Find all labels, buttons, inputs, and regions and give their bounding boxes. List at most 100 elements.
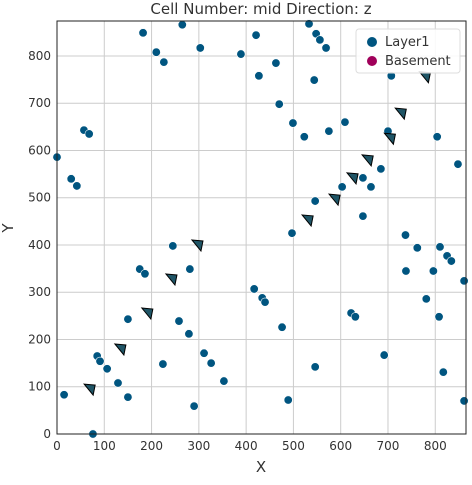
point — [199, 348, 209, 358]
y-tick-label: 200 — [28, 332, 51, 346]
x-tick-label: 200 — [140, 439, 163, 453]
point — [376, 164, 386, 174]
plot-background — [57, 21, 466, 434]
y-tick-label: 600 — [28, 143, 51, 157]
point — [189, 401, 199, 411]
point — [271, 58, 281, 68]
point — [400, 230, 410, 240]
point — [438, 367, 448, 377]
y-tick-label: 100 — [28, 380, 51, 394]
y-tick-label: 400 — [28, 238, 51, 252]
point — [453, 159, 463, 169]
point — [59, 390, 69, 400]
point — [123, 392, 133, 402]
point — [102, 364, 112, 374]
point — [350, 312, 360, 322]
legend-marker — [367, 56, 377, 66]
x-tick-label: 800 — [424, 439, 447, 453]
point — [95, 356, 105, 366]
chart-title: Cell Number: mid Direction: z — [150, 0, 371, 18]
point — [168, 241, 178, 251]
point — [123, 314, 133, 324]
direction-marker — [394, 107, 407, 121]
point — [66, 174, 76, 184]
point — [140, 269, 150, 279]
point — [337, 182, 347, 192]
point — [287, 228, 297, 238]
x-tick-label: 600 — [329, 439, 352, 453]
point — [249, 284, 259, 294]
point — [113, 378, 123, 388]
x-tick-label: 100 — [93, 439, 116, 453]
point — [84, 129, 94, 139]
point — [184, 329, 194, 339]
point — [446, 256, 456, 266]
x-tick-label: 0 — [53, 439, 61, 453]
point — [304, 19, 314, 29]
point — [310, 196, 320, 206]
point — [434, 312, 444, 322]
point — [277, 322, 287, 332]
point — [274, 99, 284, 109]
point — [195, 43, 205, 53]
direction-marker — [300, 214, 314, 228]
legend-label: Basement — [385, 54, 451, 69]
point — [435, 242, 445, 252]
point — [379, 350, 389, 360]
legend: Layer1 Basement — [355, 28, 461, 74]
direction-marker — [361, 154, 374, 168]
point — [310, 362, 320, 372]
x-tick-label: 300 — [187, 439, 210, 453]
y-tick-label: 0 — [43, 427, 51, 441]
point — [459, 396, 469, 406]
point — [177, 20, 187, 30]
point — [260, 297, 270, 307]
direction-marker — [327, 193, 341, 207]
point — [254, 71, 264, 81]
point — [185, 264, 195, 274]
point — [401, 266, 411, 276]
point — [236, 49, 246, 59]
y-axis-label: Y — [0, 223, 17, 234]
direction-marker — [383, 132, 397, 146]
point — [138, 28, 148, 38]
point — [432, 132, 442, 142]
x-tick-label: 500 — [282, 439, 305, 453]
point — [315, 35, 325, 45]
plot-frame — [56, 20, 467, 435]
y-tick-label: 300 — [28, 285, 51, 299]
point — [72, 181, 82, 191]
point — [159, 57, 169, 67]
point — [151, 47, 161, 57]
point — [251, 30, 261, 40]
legend-box — [355, 28, 461, 74]
point — [283, 395, 293, 405]
point — [428, 266, 438, 276]
point — [299, 132, 309, 142]
point — [321, 43, 331, 53]
legend-label: Layer1 — [385, 35, 430, 50]
point — [206, 358, 216, 368]
point — [309, 75, 319, 85]
point — [324, 126, 334, 136]
x-axis-label: X — [256, 458, 266, 476]
point — [219, 376, 229, 386]
point — [412, 243, 422, 253]
point — [366, 182, 376, 192]
direction-marker — [190, 239, 204, 253]
direction-marker — [345, 172, 359, 186]
y-tick-label: 800 — [28, 49, 51, 63]
point — [158, 359, 168, 369]
x-tick-label: 700 — [377, 439, 400, 453]
point — [459, 276, 469, 286]
point — [421, 294, 431, 304]
direction-marker — [83, 383, 96, 397]
x-tick-label: 400 — [235, 439, 258, 453]
point — [174, 316, 184, 326]
legend-marker — [367, 37, 377, 47]
point — [358, 173, 368, 183]
y-tick-label: 700 — [28, 96, 51, 110]
point — [358, 211, 368, 221]
direction-marker — [164, 273, 178, 287]
